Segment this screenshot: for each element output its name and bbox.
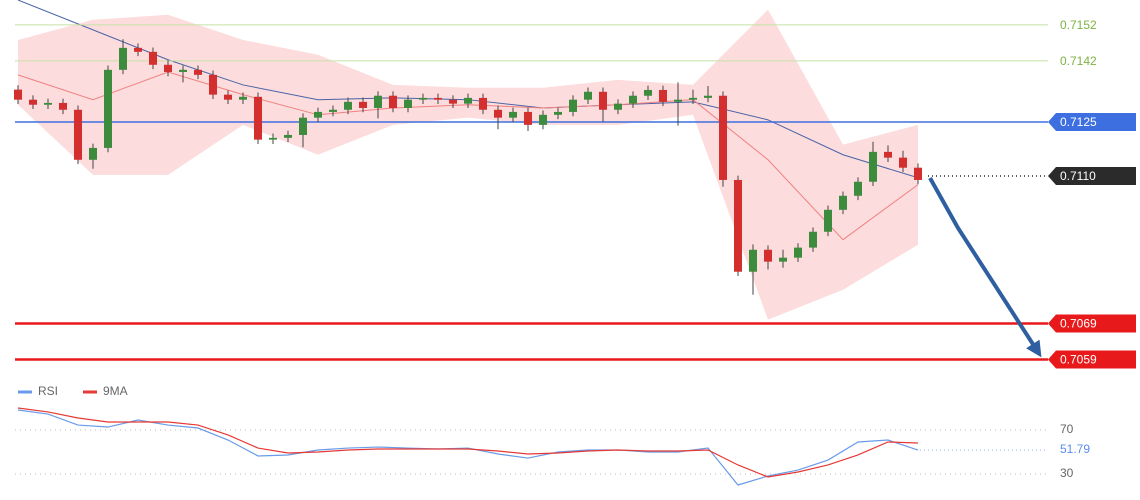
level-label: 0.7110 — [1060, 169, 1096, 183]
candle-body — [644, 89, 652, 96]
candle-body — [494, 109, 502, 118]
candle-body — [29, 99, 37, 105]
forecast-arrow — [928, 177, 1042, 358]
candle-body — [569, 99, 577, 112]
candle-body — [914, 167, 922, 180]
y-tick-label: 30 — [1060, 466, 1074, 480]
candle-body — [689, 97, 697, 100]
level-box — [1048, 166, 1136, 185]
level-label: 0.7059 — [1060, 353, 1097, 367]
candle-body — [194, 69, 202, 75]
candle-body — [239, 96, 247, 100]
candle-body — [434, 97, 442, 100]
candle-body — [299, 117, 307, 135]
level-box — [1048, 113, 1136, 132]
candle-body — [359, 101, 367, 108]
candle-body — [59, 102, 67, 110]
indicator-line — [17, 409, 919, 486]
candle-body — [749, 249, 757, 272]
bollinger-band — [18, 9, 918, 320]
candle-body — [764, 249, 772, 262]
level-label: 0.7152 — [1060, 18, 1097, 32]
candle-body — [344, 101, 352, 110]
candle-body — [14, 89, 22, 100]
candle-body — [614, 103, 622, 110]
legend-label: RSI — [38, 384, 58, 398]
candle-body — [389, 95, 397, 108]
candle-body — [659, 89, 667, 102]
candle-body — [119, 47, 127, 70]
candle-body — [899, 157, 907, 168]
candle-body — [464, 97, 472, 104]
candle-body — [554, 111, 562, 115]
candle-body — [734, 179, 742, 272]
candle-body — [89, 147, 97, 160]
candle-body — [524, 111, 532, 125]
candle-body — [779, 257, 787, 262]
candle-body — [134, 47, 142, 52]
candle-body — [74, 109, 82, 160]
candle-body — [599, 91, 607, 110]
candle-body — [629, 95, 637, 104]
level-label: 0.7125 — [1060, 115, 1097, 129]
level-box — [1048, 350, 1136, 369]
rsi-panel: 70 30 51.79 RSI 9MA — [15, 384, 1090, 486]
candle-body — [854, 181, 862, 196]
candle-body — [719, 95, 727, 180]
candle-body — [209, 74, 217, 95]
candle-body — [149, 51, 157, 65]
candle-body — [374, 95, 382, 108]
last-value-label: 51.79 — [1060, 442, 1090, 456]
candle-body — [314, 111, 322, 118]
candle-body — [104, 69, 112, 148]
candle-body — [164, 64, 172, 72]
candle-body — [704, 95, 712, 98]
level-label: 0.7142 — [1060, 54, 1097, 68]
candle-body — [809, 231, 817, 248]
y-tick-label: 70 — [1060, 422, 1074, 436]
candle-body — [869, 151, 877, 182]
price-panel: 0.7152 0.7142 0.7125 0.7110 0.7069 0.7059 — [14, 0, 1136, 369]
candle-body — [539, 114, 547, 125]
candle-body — [824, 209, 832, 232]
candle-body — [794, 247, 802, 258]
candle-body — [329, 109, 337, 112]
candle-body — [179, 69, 187, 72]
candle-body — [404, 99, 412, 108]
level-box — [1048, 314, 1136, 333]
candle-body — [839, 195, 847, 210]
candle-body — [479, 97, 487, 110]
candle-body — [44, 102, 52, 105]
legend-label: 9MA — [103, 384, 128, 398]
candle-body — [419, 97, 427, 100]
candle-body — [509, 111, 517, 118]
candle-body — [284, 134, 292, 138]
candle-body — [224, 94, 232, 100]
indicator-line — [17, 407, 919, 478]
candle-body — [449, 99, 457, 104]
candle-body — [269, 137, 277, 140]
candle-body — [674, 99, 682, 102]
candle-body — [884, 151, 892, 158]
candle-body — [584, 91, 592, 100]
level-label: 0.7069 — [1060, 317, 1097, 331]
candle-body — [254, 96, 262, 140]
